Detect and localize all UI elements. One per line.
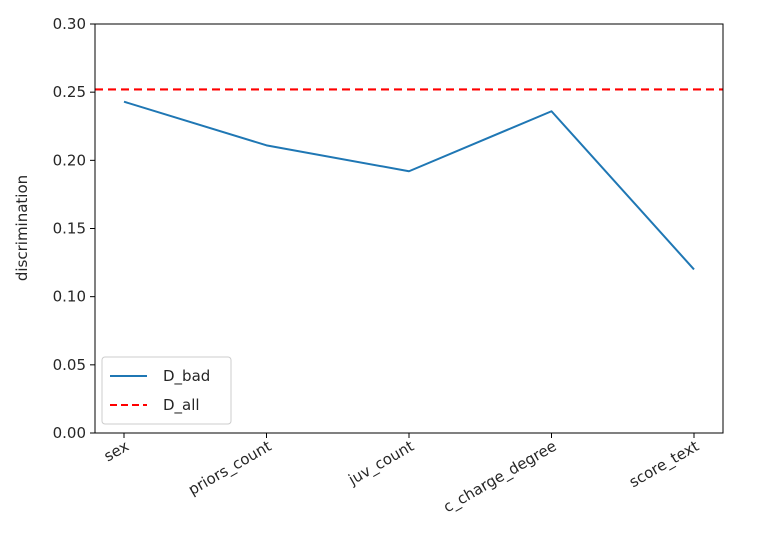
data-layer [95,88,723,271]
plot-frame [94,23,724,434]
y-tick-label: 0.15 [53,220,86,238]
x-tick-label-score-text: score_text [626,437,703,492]
y-tick-label: 0.10 [53,288,86,306]
legend-label-d-all: D_all [163,396,200,415]
y-tick-label: 0.05 [53,356,86,374]
legend-label-d-bad: D_bad [163,367,210,386]
y-tick-label: 0.00 [53,424,86,442]
x-tick-label-sex: sex [101,437,132,465]
y-tick-label: 0.25 [53,83,86,101]
y-tick-label: 0.20 [53,151,86,169]
legend: D_bad D_all [101,356,232,425]
y-axis-label: discrimination [13,175,31,281]
y-tick-label: 0.30 [53,15,86,33]
legend-frame [101,356,232,425]
x-tick-label-juv-count: juv_count [344,437,417,490]
x-tick-label-priors-count: priors_count [185,437,275,500]
x-tick-label-c-charge-degree: c_charge_degree [440,437,560,517]
series-line-d-bad [123,100,695,271]
